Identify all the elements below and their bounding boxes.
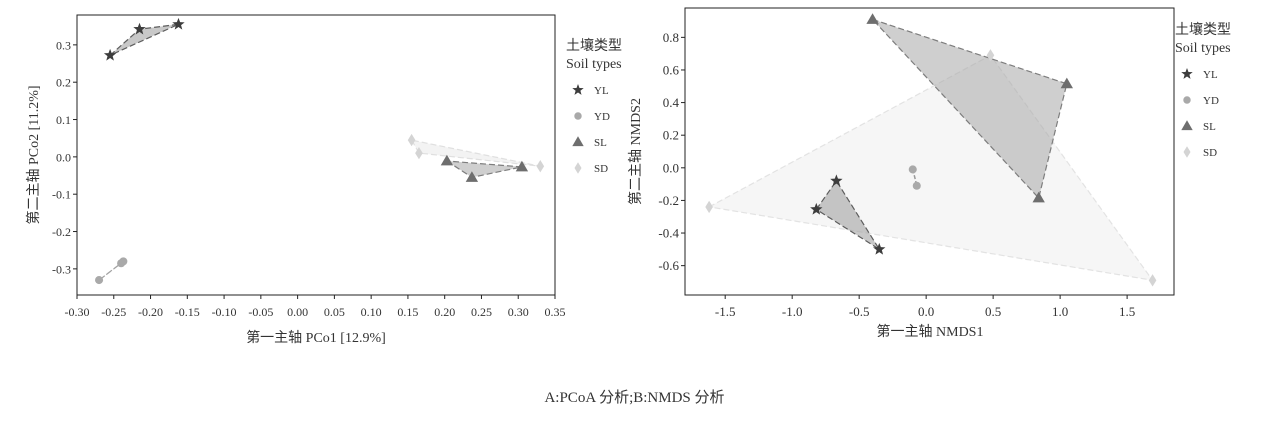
hull-yl bbox=[109, 23, 179, 56]
x-tick-label: -0.20 bbox=[138, 305, 163, 319]
y-axis-label: 第二主轴 PCo2 [11.2%] bbox=[25, 85, 42, 224]
x-axis-label: 第一主轴 NMDS1 bbox=[877, 323, 984, 340]
x-tick-label: -0.25 bbox=[101, 305, 126, 319]
legend-marker-sd bbox=[574, 162, 582, 174]
legend-title-cn: 土壤类型 bbox=[1175, 21, 1231, 38]
point-yl bbox=[133, 22, 146, 35]
x-axis-label: 第一主轴 PCo1 [12.9%] bbox=[246, 329, 386, 346]
legend-label-sl: SL bbox=[594, 137, 607, 149]
x-tick-label: 0.00 bbox=[287, 305, 308, 319]
y-tick-label: 0.1 bbox=[56, 113, 71, 127]
x-tick-label: 0.0 bbox=[918, 304, 934, 319]
legend-label-yl: YL bbox=[594, 85, 609, 97]
y-tick-label: -0.2 bbox=[658, 193, 679, 208]
hull-sl bbox=[446, 160, 523, 179]
y-axis-label: 第二主轴 NMDS2 bbox=[627, 98, 644, 205]
ordination-figure: -0.30 -0.25 -0.20 -0.15 -0.10 -0.05 0.00 0.05 0.… bbox=[25, 7, 1231, 346]
y-tick-label: 0.4 bbox=[663, 95, 680, 110]
pcoa-panel: -0.30 -0.25 -0.20 -0.15 -0.10 -0.05 0.00 0.05 0.… bbox=[25, 14, 622, 346]
legend-marker-yl bbox=[1181, 68, 1193, 79]
point-sl bbox=[866, 13, 879, 24]
hull-sd bbox=[707, 54, 1154, 282]
hull-yl bbox=[815, 179, 880, 250]
nmds-panel: -1.5 -1.0 -0.5 0.0 0.5 1.0 1.5 0.8 0.6 0.4 0.2 0.0 -… bbox=[627, 7, 1231, 340]
point-yl bbox=[810, 202, 823, 215]
legend-marker-sl bbox=[572, 136, 584, 147]
point-sl bbox=[515, 160, 529, 172]
legend-marker-sd bbox=[1183, 146, 1191, 158]
x-tick-label: 0.10 bbox=[361, 305, 382, 319]
hull-sd bbox=[410, 139, 541, 167]
legend-marker-yl bbox=[572, 84, 584, 95]
plot-frame bbox=[684, 7, 1175, 296]
legend-title-en: Soil types bbox=[1175, 41, 1231, 56]
y-tick-label: 0.2 bbox=[56, 76, 71, 90]
point-yd bbox=[119, 257, 128, 266]
point-sl bbox=[1032, 191, 1045, 203]
legend-title-cn: 土壤类型 bbox=[566, 37, 622, 54]
point-sd bbox=[986, 49, 995, 62]
x-tick-label: -0.05 bbox=[248, 305, 273, 319]
y-tick-label: 0.0 bbox=[663, 160, 679, 175]
y-tick-label: -0.6 bbox=[658, 258, 679, 273]
legend-label-yd: YD bbox=[594, 111, 610, 123]
legend-label-sd: SD bbox=[1203, 147, 1217, 159]
x-tick-label: -1.0 bbox=[782, 304, 803, 319]
x-tick-label: 0.20 bbox=[434, 305, 455, 319]
point-sd bbox=[536, 160, 545, 173]
legend-label-yl: YL bbox=[1203, 69, 1218, 81]
point-sl bbox=[465, 171, 479, 182]
y-tick-label: -0.4 bbox=[658, 226, 679, 241]
x-tick-label: 0.35 bbox=[545, 305, 566, 319]
point-yd bbox=[95, 276, 104, 285]
x-tick-label: -0.30 bbox=[65, 305, 90, 319]
legend-marker-sl bbox=[1181, 120, 1193, 131]
y-tick-label: -0.1 bbox=[52, 188, 71, 202]
point-yl bbox=[873, 242, 886, 255]
legend: 土壤类型 Soil types YL YD SL SD bbox=[566, 37, 622, 175]
x-tick-label: -0.5 bbox=[849, 304, 870, 319]
x-tick-label: 0.25 bbox=[471, 305, 492, 319]
y-tick-label: -0.3 bbox=[52, 262, 71, 276]
point-sd bbox=[705, 200, 713, 214]
legend-label-sd: SD bbox=[594, 163, 608, 175]
plot-frame bbox=[76, 14, 556, 296]
point-yd bbox=[908, 165, 917, 174]
point-sl bbox=[440, 154, 454, 166]
legend-label-yd: YD bbox=[1203, 95, 1219, 107]
x-tick-label: 1.0 bbox=[1052, 304, 1068, 319]
x-tick-label: 0.15 bbox=[397, 305, 418, 319]
y-tick-label: 0.2 bbox=[663, 128, 679, 143]
hull-sl bbox=[872, 18, 1068, 200]
y-tick-label: 0.8 bbox=[663, 30, 679, 45]
y-tick-label: 0.6 bbox=[663, 62, 680, 77]
point-sl bbox=[1060, 77, 1073, 89]
point-yl bbox=[172, 17, 185, 30]
legend-marker-yd bbox=[574, 112, 582, 120]
x-tick-label: -0.10 bbox=[212, 305, 237, 319]
legend-title-en: Soil types bbox=[566, 57, 622, 72]
legend: 土壤类型 Soil types YL YD SL SD bbox=[1175, 21, 1231, 159]
point-sd bbox=[407, 133, 416, 147]
x-tick-label: 0.5 bbox=[985, 304, 1001, 319]
y-tick-label: -0.2 bbox=[52, 225, 71, 239]
figure-caption: A:PCoA 分析;B:NMDS 分析 bbox=[544, 390, 725, 406]
x-tick-label: -0.15 bbox=[175, 305, 200, 319]
point-sd bbox=[415, 146, 423, 160]
y-tick-label: 0.3 bbox=[56, 38, 71, 52]
point-yd bbox=[912, 181, 921, 190]
x-tick-label: 0.05 bbox=[324, 305, 345, 319]
legend-marker-yd bbox=[1183, 96, 1191, 104]
y-tick-label: 0.0 bbox=[56, 150, 71, 164]
x-tick-label: 0.30 bbox=[508, 305, 529, 319]
point-yl bbox=[830, 174, 843, 187]
legend-label-sl: SL bbox=[1203, 121, 1216, 133]
x-tick-label: 1.5 bbox=[1119, 304, 1135, 319]
point-yl bbox=[103, 48, 117, 61]
point-sd bbox=[1148, 274, 1157, 287]
x-tick-label: -1.5 bbox=[715, 304, 736, 319]
